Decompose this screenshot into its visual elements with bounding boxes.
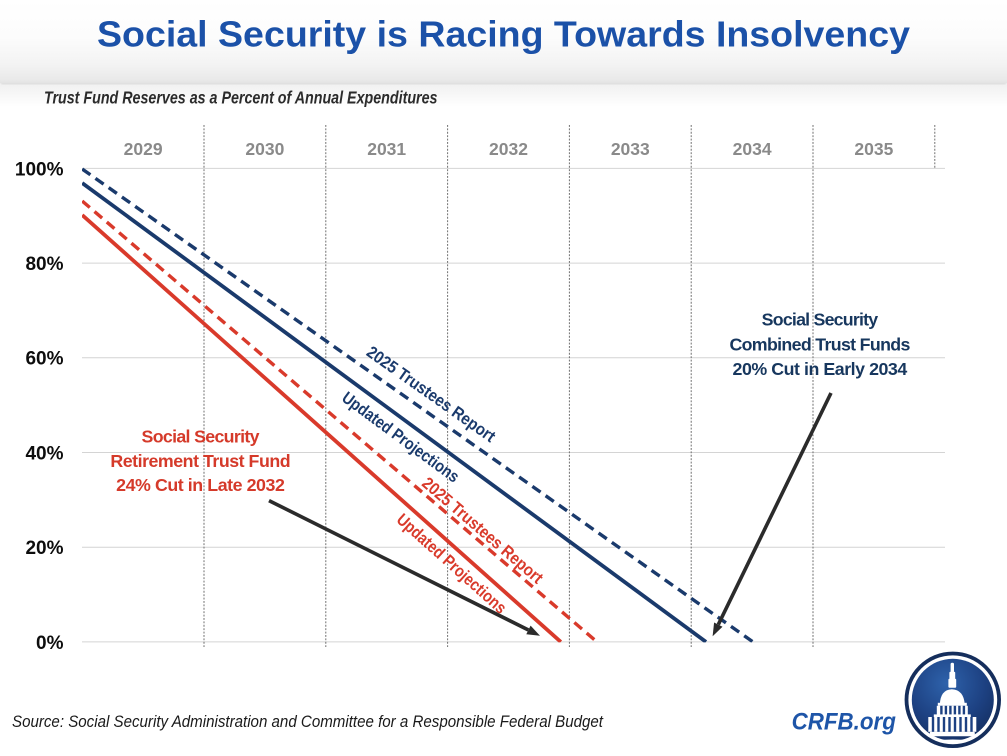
svg-text:Combined Trust Funds: Combined Trust Funds bbox=[729, 334, 910, 354]
svg-text:2029: 2029 bbox=[124, 139, 163, 159]
svg-text:60%: 60% bbox=[25, 349, 63, 370]
svg-text:2034: 2034 bbox=[733, 139, 772, 159]
svg-text:2031: 2031 bbox=[367, 139, 406, 159]
svg-text:Source: Social Security Admini: Source: Social Security Administration a… bbox=[12, 713, 604, 731]
svg-text:100%: 100% bbox=[15, 159, 64, 180]
svg-text:24% Cut in Late 2032: 24% Cut in Late 2032 bbox=[116, 475, 285, 495]
svg-text:Social Security: Social Security bbox=[142, 427, 260, 447]
svg-text:Trust Fund Reserves as a Perce: Trust Fund Reserves as a Percent of Annu… bbox=[44, 88, 438, 108]
svg-text:2033: 2033 bbox=[611, 139, 650, 159]
svg-text:0%: 0% bbox=[36, 633, 64, 654]
svg-text:2035: 2035 bbox=[854, 139, 893, 159]
svg-text:Social Security is Racing Towa: Social Security is Racing Towards Insolv… bbox=[97, 14, 911, 55]
svg-text:20%: 20% bbox=[25, 538, 63, 559]
svg-text:20% Cut in Early 2034: 20% Cut in Early 2034 bbox=[733, 359, 908, 379]
svg-text:Retirement Trust Fund: Retirement Trust Fund bbox=[110, 451, 290, 471]
svg-text:40%: 40% bbox=[25, 443, 63, 464]
svg-text:2030: 2030 bbox=[245, 139, 284, 159]
svg-text:CRFB.org: CRFB.org bbox=[792, 708, 896, 735]
svg-text:Social Security: Social Security bbox=[762, 310, 879, 330]
svg-text:80%: 80% bbox=[25, 254, 63, 275]
svg-text:2032: 2032 bbox=[489, 139, 528, 159]
